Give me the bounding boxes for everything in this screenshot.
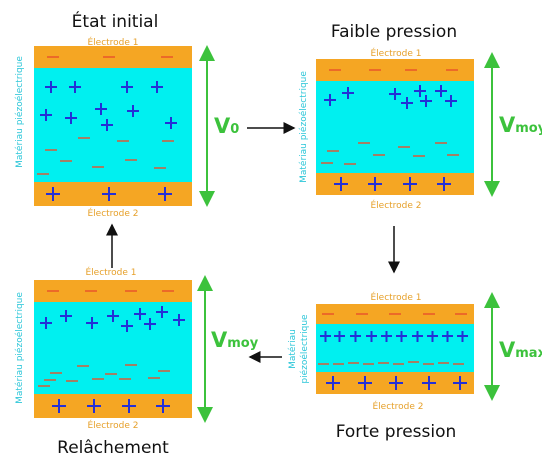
electrode-2-label: Électrode 2	[87, 419, 138, 431]
electrode-2-charges	[326, 376, 467, 390]
material-positive-charges	[320, 331, 468, 342]
material-label-line1: Matériau	[287, 329, 298, 369]
electrode-2-charges	[334, 177, 451, 191]
panel-title: Relâchement	[57, 438, 169, 458]
electrode-2-label: Électrode 2	[372, 400, 423, 412]
material-positive-charges	[40, 306, 185, 332]
electrode-1	[316, 59, 474, 81]
electrode-1	[34, 280, 192, 302]
voltage-label: V0	[214, 114, 239, 138]
material-label-line2: piézoélectrique	[299, 314, 310, 384]
electrode-2-label: Électrode 2	[87, 207, 138, 219]
material-label: Matériau piézoélectrique	[14, 56, 25, 168]
panel-title: Faible pression	[331, 22, 457, 42]
panel-low-pressure: Faible pression Électrode 1 Électrode 2 …	[298, 22, 542, 211]
panel-high-pressure: Électrode 1 Électrode 2 Matériau piézoél…	[287, 291, 542, 442]
material-positive-charges	[40, 81, 177, 131]
material-negative-charges	[321, 142, 459, 165]
electrode-1-label: Électrode 1	[370, 47, 421, 59]
panel-title: État initial	[72, 10, 159, 32]
material-negative-charges	[318, 361, 464, 365]
electrode-2-label: Électrode 2	[370, 199, 421, 211]
electrode-1-label: Électrode 1	[370, 291, 421, 303]
material-label: Matériau piézoélectrique	[298, 71, 309, 183]
electrode-1-label: Électrode 1	[85, 266, 136, 278]
panel-title: Forte pression	[336, 422, 457, 442]
voltage-label: Vmoy	[499, 113, 542, 137]
material-positive-charges	[324, 85, 457, 109]
electrode-1-label: Électrode 1	[87, 36, 138, 48]
material-label: Matériau piézoélectrique	[14, 292, 25, 404]
electrode-2-charges	[46, 187, 172, 201]
panel-initial: État initial Électrode 1 Électrode 2 Mat…	[14, 10, 239, 219]
panel-release: Électrode 1 Matériau piézoélectrique Rel…	[14, 266, 259, 458]
electrode-2-charges	[52, 399, 170, 413]
electrode-2	[316, 173, 474, 195]
material-negative-charges	[38, 364, 170, 387]
voltage-label: Vmax	[499, 338, 542, 362]
material-negative-charges	[37, 137, 174, 175]
voltage-label: Vmoy	[211, 328, 259, 352]
